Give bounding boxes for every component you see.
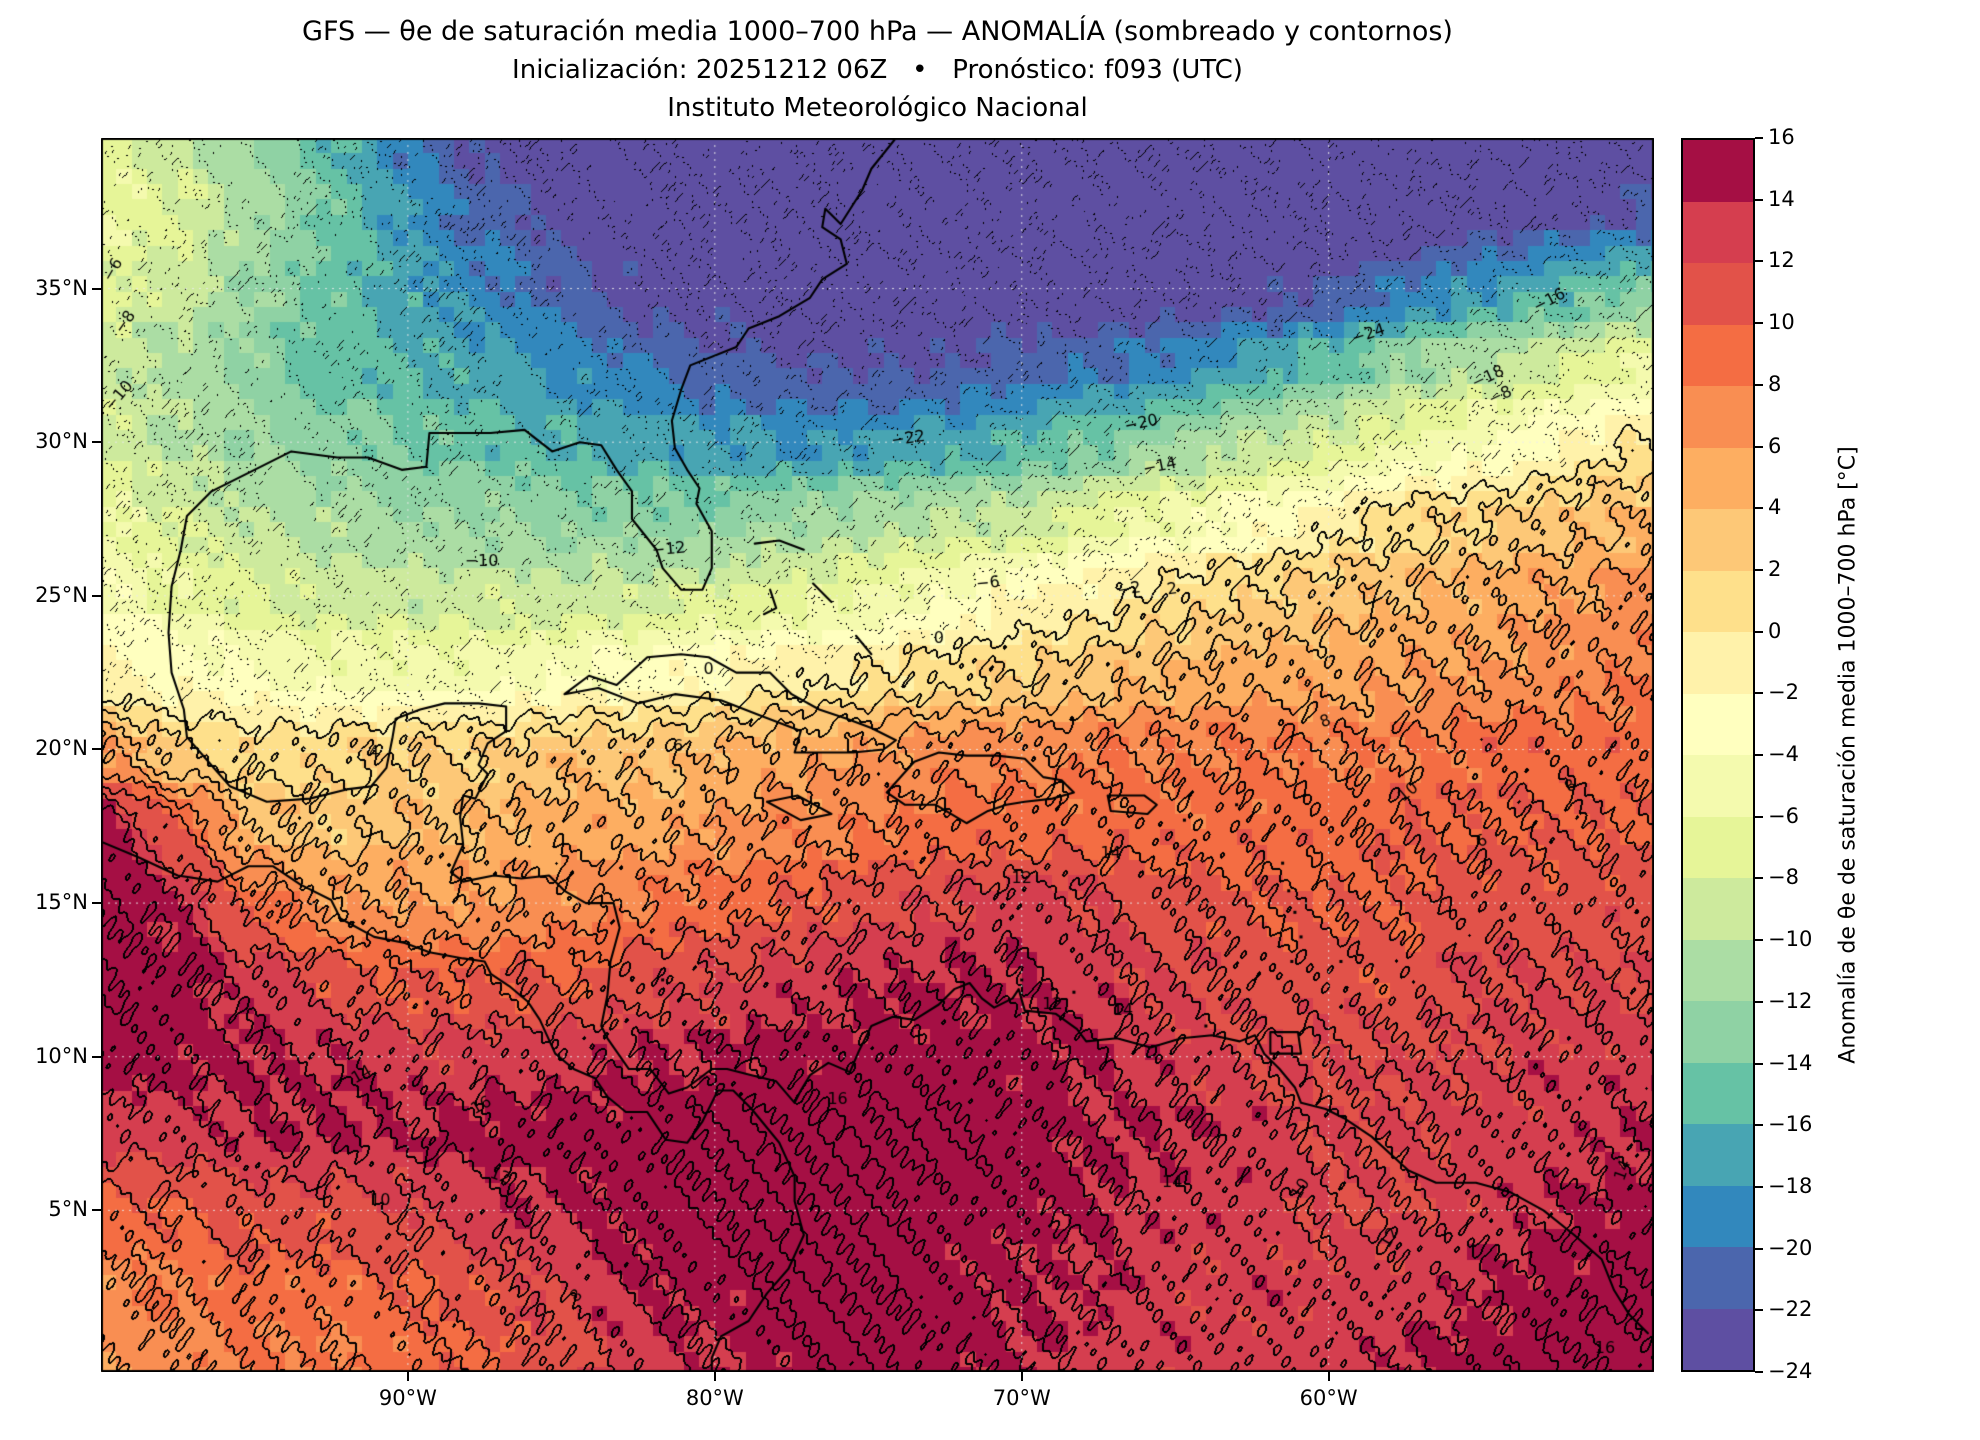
colorbar-tick-mark	[1755, 1247, 1763, 1250]
y-tick-label: 25°N	[35, 582, 88, 607]
x-tick-mark	[1020, 1372, 1023, 1381]
colorbar-tick-label: −10	[1768, 927, 1813, 952]
x-tick-mark	[1327, 1372, 1330, 1381]
colorbar-tick-mark	[1755, 322, 1763, 325]
colorbar-tick-mark	[1755, 260, 1763, 263]
colorbar-tick-label: −14	[1768, 1050, 1813, 1075]
plot-title: GFS — θe de saturación media 1000–700 hP…	[302, 16, 1453, 47]
colorbar-tick-label: −22	[1768, 1297, 1813, 1322]
plot-institution: Instituto Meteorológico Nacional	[667, 93, 1088, 123]
y-tick-label: 30°N	[35, 429, 88, 454]
colorbar-tick-label: 16	[1768, 125, 1795, 149]
colorbar-tick-mark	[1755, 1124, 1763, 1127]
colorbar-band	[1683, 324, 1753, 386]
colorbar-band	[1683, 570, 1753, 632]
y-tick-mark	[92, 748, 101, 751]
x-tick-label: 70°W	[992, 1386, 1051, 1410]
colorbar-band	[1683, 816, 1753, 878]
colorbar-tick-label: −12	[1768, 988, 1813, 1013]
colorbar-tick-mark	[1755, 692, 1763, 695]
colorbar-tick-mark	[1755, 1000, 1763, 1003]
colorbar-band	[1683, 1308, 1753, 1370]
y-tick-label: 35°N	[35, 275, 88, 300]
colorbar-band	[1683, 1001, 1753, 1063]
colorbar-tick-label: −16	[1768, 1112, 1813, 1137]
colorbar-band	[1683, 447, 1753, 509]
x-tick-mark	[713, 1372, 716, 1381]
colorbar-band	[1683, 509, 1753, 571]
colorbar-band	[1683, 140, 1753, 202]
colorbar-tick-mark	[1755, 1309, 1763, 1312]
colorbar-tick-label: 2	[1768, 556, 1782, 581]
colorbar-tick-mark	[1755, 198, 1763, 201]
y-tick-label: 5°N	[48, 1197, 88, 1222]
colorbar-band	[1683, 755, 1753, 817]
y-tick-label: 15°N	[35, 890, 88, 915]
map-plot-canvas	[101, 138, 1654, 1372]
colorbar-tick-label: −6	[1768, 803, 1799, 828]
y-tick-mark	[92, 1209, 101, 1212]
colorbar-band	[1683, 1247, 1753, 1309]
colorbar-tick-label: 0	[1768, 618, 1782, 643]
x-tick-label: 90°W	[378, 1386, 437, 1410]
colorbar-tick-mark	[1755, 507, 1763, 510]
y-tick-label: 10°N	[35, 1043, 88, 1068]
colorbar-band	[1683, 693, 1753, 755]
colorbar-tick-label: 12	[1768, 248, 1795, 273]
x-tick-label: 80°W	[685, 1386, 744, 1410]
plot-title-block: GFS — θe de saturación media 1000–700 hP…	[101, 16, 1654, 123]
colorbar-tick-label: 14	[1768, 186, 1795, 211]
x-tick-label: 60°W	[1299, 1386, 1358, 1410]
plot-subtitle: Inicialización: 20251212 06Z • Pronóstic…	[512, 55, 1243, 85]
colorbar-tick-mark	[1755, 877, 1763, 880]
colorbar-tick-label: 6	[1768, 433, 1782, 458]
colorbar-tick-mark	[1755, 445, 1763, 448]
colorbar-tick-label: −24	[1768, 1359, 1813, 1383]
colorbar-tick-label: −8	[1768, 865, 1799, 890]
colorbar-band	[1683, 201, 1753, 263]
colorbar-tick-label: −18	[1768, 1173, 1813, 1198]
colorbar-tick-mark	[1755, 383, 1763, 386]
colorbar-band	[1683, 878, 1753, 940]
colorbar-tick-label: 10	[1768, 310, 1795, 335]
colorbar-tick-label: −4	[1768, 742, 1799, 766]
colorbar-band	[1683, 939, 1753, 1001]
x-tick-mark	[406, 1372, 409, 1381]
colorbar-band	[1683, 1185, 1753, 1247]
colorbar-tick-mark	[1755, 815, 1763, 818]
colorbar-band	[1683, 1062, 1753, 1124]
y-tick-mark	[92, 287, 101, 290]
colorbar	[1681, 138, 1755, 1372]
colorbar-band	[1683, 263, 1753, 325]
colorbar-tick-mark	[1755, 137, 1763, 139]
colorbar-tick-label: 4	[1768, 495, 1782, 520]
y-tick-mark	[92, 594, 101, 597]
colorbar-tick-mark	[1755, 630, 1763, 633]
colorbar-band	[1683, 1124, 1753, 1186]
colorbar-tick-label: 8	[1768, 371, 1782, 396]
y-tick-label: 20°N	[35, 736, 88, 761]
colorbar-tick-label: −2	[1768, 680, 1799, 705]
colorbar-band	[1683, 386, 1753, 448]
y-tick-mark	[92, 441, 101, 444]
colorbar-tick-mark	[1755, 939, 1763, 942]
y-tick-mark	[92, 1055, 101, 1058]
colorbar-label: Anomalía de θe de saturación media 1000–…	[1835, 446, 1861, 1064]
colorbar-tick-mark	[1755, 754, 1763, 756]
colorbar-tick-mark	[1755, 1371, 1763, 1373]
y-tick-mark	[92, 902, 101, 905]
colorbar-band	[1683, 632, 1753, 694]
colorbar-tick-mark	[1755, 568, 1763, 571]
colorbar-tick-mark	[1755, 1185, 1763, 1188]
colorbar-tick-mark	[1755, 1062, 1763, 1065]
colorbar-tick-label: −20	[1768, 1235, 1813, 1260]
